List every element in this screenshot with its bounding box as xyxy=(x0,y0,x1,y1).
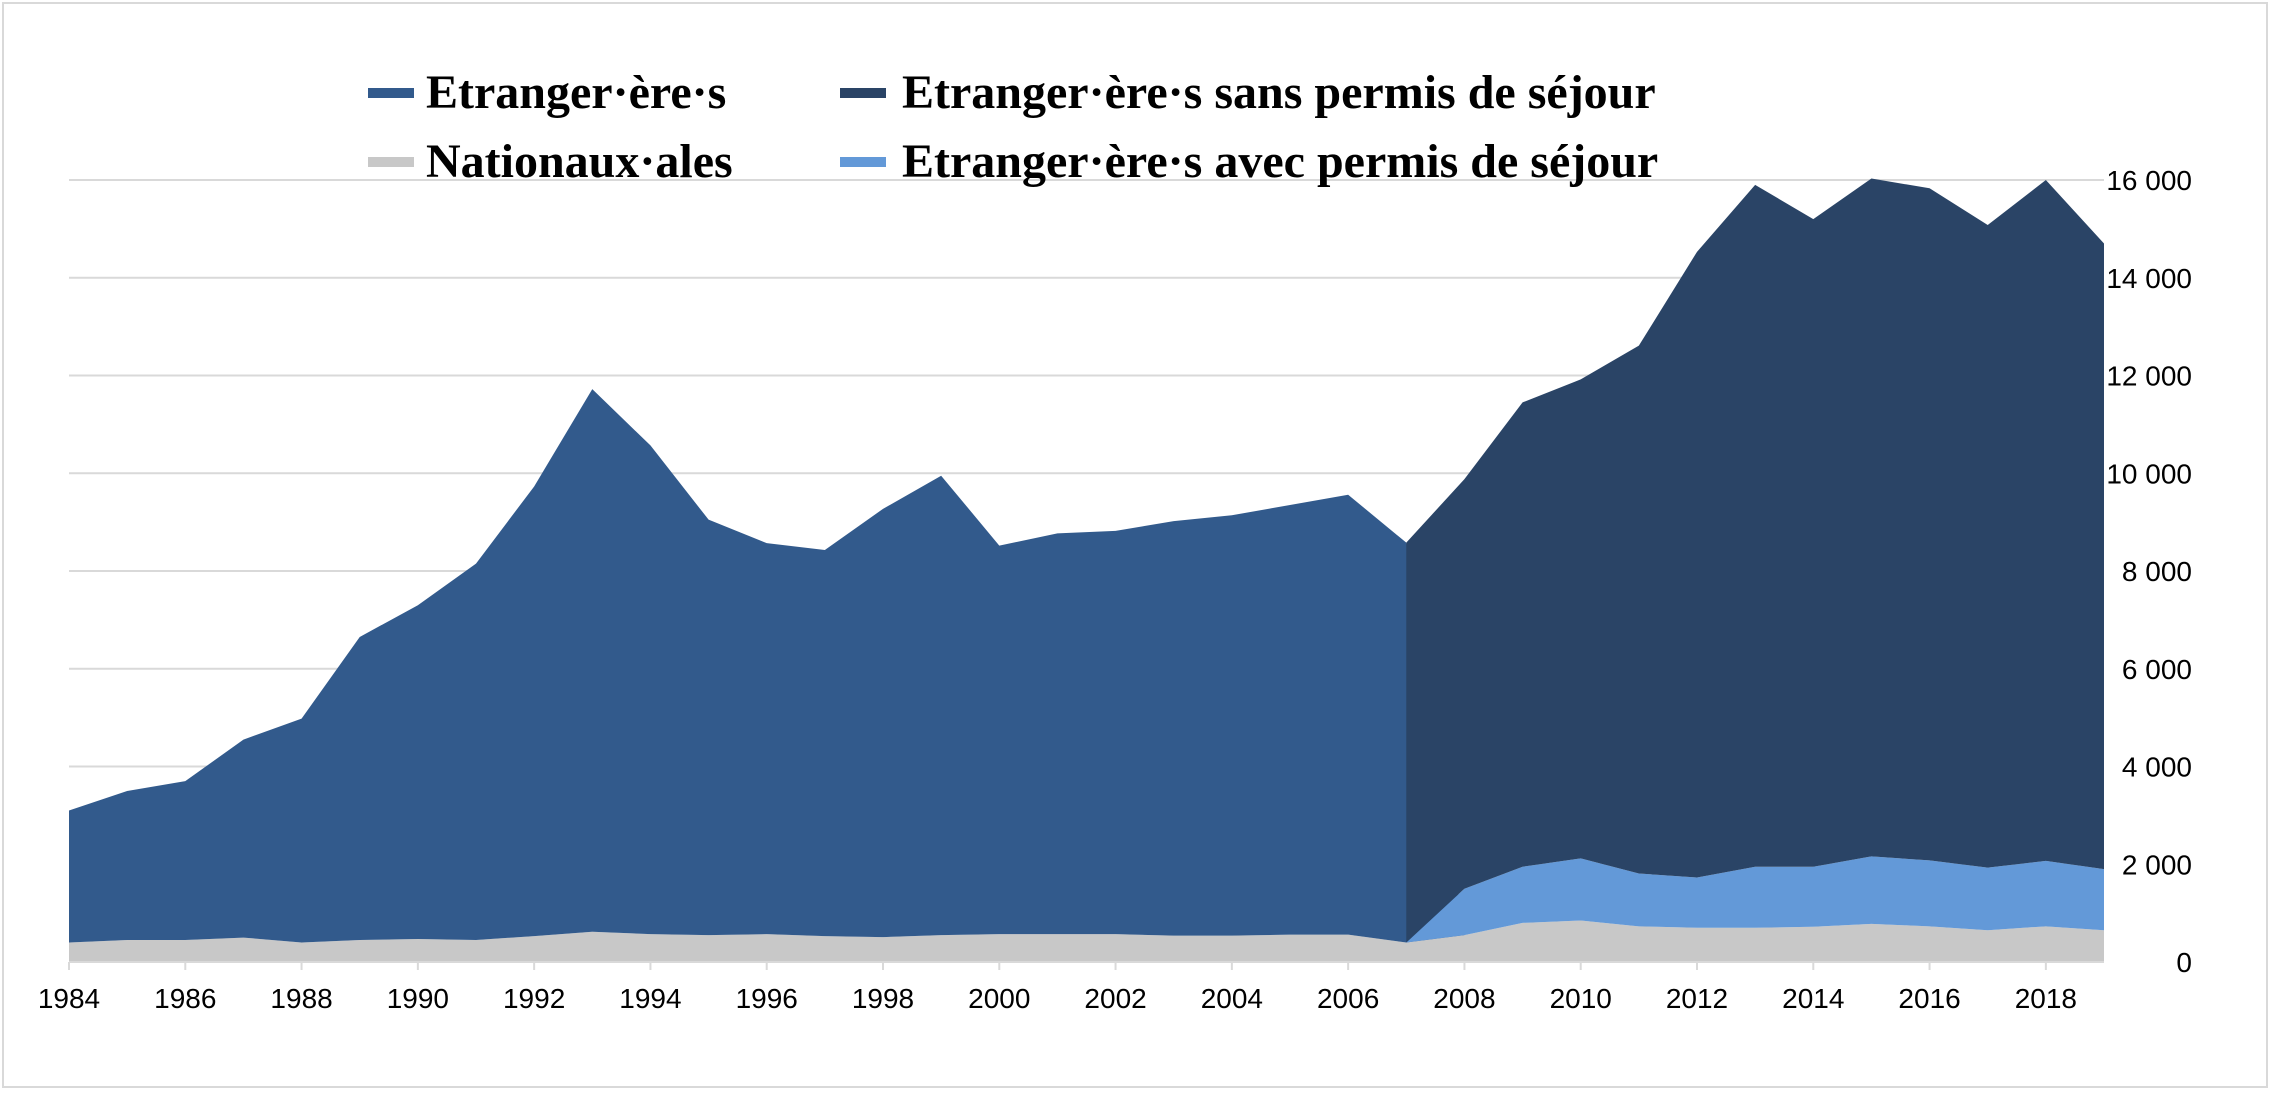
y-tick-label: 10 000 xyxy=(2106,458,2192,489)
y-tick-label: 6 000 xyxy=(2122,654,2192,685)
x-tick-label: 2008 xyxy=(1433,983,1495,1014)
legend-swatch-etrangeres xyxy=(368,88,414,98)
legend-swatch-nationaux xyxy=(368,157,414,167)
area-series-avec-permis xyxy=(1406,856,2104,943)
axes: 1984 1986 1988 1990 1992 1994 1996 1998 2000 2002… xyxy=(38,165,2192,1014)
x-tick-label: 1990 xyxy=(387,983,449,1014)
x-tick-label: 2010 xyxy=(1550,983,1612,1014)
x-tick-label: 1984 xyxy=(38,983,100,1014)
y-tick-label: 8 000 xyxy=(2122,556,2192,587)
x-tick-label: 1998 xyxy=(852,983,914,1014)
y-tick-label: 0 xyxy=(2176,947,2192,978)
x-tick-label: 1986 xyxy=(154,983,216,1014)
plot-areas xyxy=(69,178,2104,962)
legend: Etranger·ère·s Etranger·ère·s sans permi… xyxy=(368,66,1658,188)
legend-label-sans-permis: Etranger·ère·s sans permis de séjour xyxy=(902,66,1656,119)
legend-label-etrangeres: Etranger·ère·s xyxy=(426,66,726,119)
y-tick-label: 4 000 xyxy=(2122,752,2192,783)
x-tick-label: 2004 xyxy=(1201,983,1263,1014)
area-chart: 1984 1986 1988 1990 1992 1994 1996 1998 2000 2002… xyxy=(38,66,2192,1014)
x-tick-label: 1988 xyxy=(270,983,332,1014)
y-tick-label: 16 000 xyxy=(2106,165,2192,196)
x-tick-label: 2002 xyxy=(1084,983,1146,1014)
area-series-sans-permis xyxy=(1406,178,2104,943)
area-series-nationaux xyxy=(69,920,2104,962)
legend-label-avec-permis: Etranger·ère·s avec permis de séjour xyxy=(902,135,1658,188)
x-tick-label: 2018 xyxy=(2015,983,2077,1014)
legend-label-nationaux: Nationaux·ales xyxy=(426,135,733,188)
x-tick-label: 2016 xyxy=(1898,983,1960,1014)
x-tick-label: 1994 xyxy=(619,983,681,1014)
legend-swatch-avec-permis xyxy=(840,157,886,167)
legend-swatch-sans-permis xyxy=(840,88,886,98)
x-tick-label: 2012 xyxy=(1666,983,1728,1014)
y-tick-label: 2 000 xyxy=(2122,849,2192,880)
x-tick-label: 2006 xyxy=(1317,983,1379,1014)
x-tick-label: 2000 xyxy=(968,983,1030,1014)
x-tick-label: 1992 xyxy=(503,983,565,1014)
area-series-etrangeres xyxy=(69,389,1465,943)
x-tick-label: 1996 xyxy=(736,983,798,1014)
y-tick-label: 14 000 xyxy=(2106,263,2192,294)
x-tick-label: 2014 xyxy=(1782,983,1844,1014)
y-tick-label: 12 000 xyxy=(2106,361,2192,392)
